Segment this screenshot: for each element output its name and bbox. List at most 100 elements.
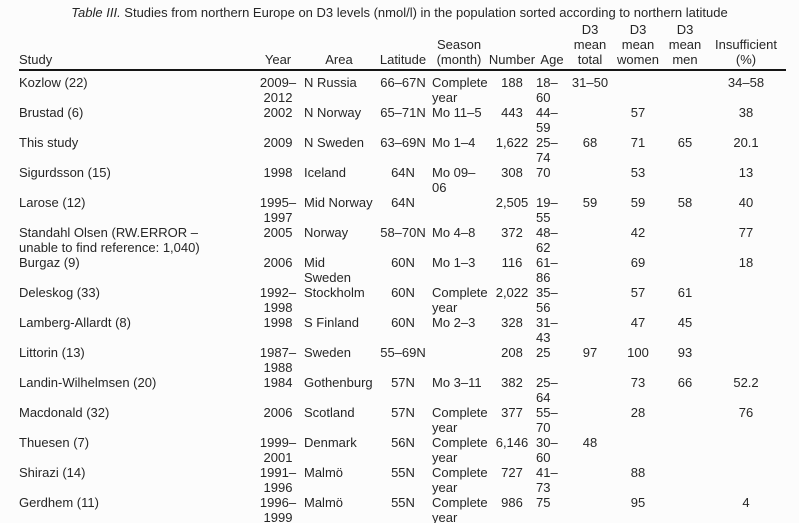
column-header-latitude: Latitude	[376, 22, 430, 71]
cell-number: 2,505	[495, 195, 529, 210]
column-header-season: Season (month)	[430, 22, 488, 71]
cell-men	[664, 70, 706, 105]
cell-year: 1995– 1997	[259, 195, 297, 225]
cell-number: 308	[501, 165, 523, 180]
column-header-d3-mean-total: D3 mean total	[568, 22, 612, 71]
cell-age: 25– 64	[536, 375, 558, 405]
cell-age: 30– 60	[536, 435, 558, 465]
cell-study: Deleskog (33)	[19, 285, 100, 300]
cell-number: 382	[501, 375, 523, 390]
cell-area: Scotland	[304, 405, 355, 420]
cell-men	[664, 465, 706, 495]
cell-men: 45	[677, 315, 693, 330]
cell-season: Complete year	[432, 285, 488, 315]
cell-age: 55– 70	[536, 405, 558, 435]
cell-season: Complete year	[432, 465, 488, 495]
cell-age: 44– 59	[536, 105, 558, 135]
cell-year: 1996– 1999	[259, 495, 297, 523]
cell-total	[568, 495, 612, 523]
cell-area: N Sweden	[304, 135, 364, 150]
cell-study: Lamberg-Allardt (8)	[19, 315, 131, 330]
column-header-study: Study	[19, 22, 254, 71]
cell-area: Sweden	[304, 345, 351, 360]
cell-men	[664, 405, 706, 435]
cell-women: 42	[630, 225, 646, 240]
table-header-row: Study Year Area Latitude Season (month) …	[19, 22, 786, 71]
cell-study: Burgaz (9)	[19, 255, 80, 270]
cell-men: 61	[677, 285, 693, 300]
cell-latitude: 60N	[391, 285, 415, 300]
table-row: Thuesen (7) 1999– 2001 Denmark 56N Complete …	[19, 435, 786, 465]
cell-latitude: 55N	[391, 495, 415, 510]
cell-total	[568, 225, 612, 255]
cell-area: Iceland	[304, 165, 346, 180]
cell-total	[568, 165, 612, 195]
cell-men: 93	[677, 345, 693, 360]
table-row: Shirazi (14) 1991– 1996 Malmö 55N Complete y…	[19, 465, 786, 495]
table-caption-number: Table III.	[71, 5, 121, 20]
table-row: Burgaz (9) 2006 Mid Sweden 60N Mo 1–3 116 61– …	[19, 255, 786, 285]
cell-year: 2006	[263, 405, 293, 420]
cell-women: 71	[630, 135, 646, 150]
cell-season: Complete year	[432, 435, 488, 465]
table-row: Deleskog (33) 1992– 1998 Stockholm 60N Compl…	[19, 285, 786, 315]
cell-age: 70	[536, 165, 551, 180]
cell-women: 88	[630, 465, 646, 480]
cell-age: 75	[536, 495, 551, 510]
cell-season: Mo 4–8	[432, 225, 476, 240]
cell-total	[568, 405, 612, 435]
cell-age: 35– 56	[536, 285, 558, 315]
cell-age: 41– 73	[536, 465, 558, 495]
cell-age: 18– 60	[536, 75, 558, 105]
cell-women: 47	[630, 315, 646, 330]
cell-number: 377	[501, 405, 523, 420]
cell-season: Mo 09– 06	[432, 165, 476, 195]
cell-study: Brustad (6)	[19, 105, 84, 120]
cell-year: 1992– 1998	[259, 285, 297, 315]
cell-number: 116	[501, 255, 523, 270]
cell-latitude: 55–69N	[380, 345, 426, 360]
cell-area: N Norway	[304, 105, 362, 120]
cell-men	[664, 435, 706, 465]
table-row: Littorin (13) 1987– 1988 Sweden 55–69N 208 25…	[19, 345, 786, 375]
cell-number: 6,146	[495, 435, 529, 450]
cell-total: 31–50	[571, 75, 609, 90]
cell-number: 443	[501, 105, 523, 120]
cell-women	[612, 70, 664, 105]
cell-insufficient: 18	[738, 255, 754, 270]
cell-study: Standahl Olsen (RW.ERROR – unable to fin…	[19, 225, 200, 255]
cell-women: 57	[630, 285, 646, 300]
cell-year: 2009	[263, 135, 293, 150]
cell-year: 1984	[263, 375, 293, 390]
cell-number: 328	[501, 315, 523, 330]
cell-year: 1998	[263, 315, 293, 330]
table-row: Landin-Wilhelmsen (20) 1984 Gothenburg 57N M…	[19, 375, 786, 405]
cell-year: 2005	[263, 225, 293, 240]
cell-number: 372	[501, 225, 523, 240]
cell-women: 59	[630, 195, 646, 210]
cell-latitude: 55N	[391, 465, 415, 480]
cell-total	[568, 375, 612, 405]
cell-men: 66	[677, 375, 693, 390]
cell-year: 2009– 2012	[259, 75, 297, 105]
cell-total: 97	[582, 345, 598, 360]
cell-latitude: 66–67N	[380, 75, 426, 90]
cell-study: Shirazi (14)	[19, 465, 86, 480]
cell-age: 25	[536, 345, 551, 360]
cell-men: 58	[677, 195, 693, 210]
table-row: This study 2009 N Sweden 63–69N Mo 1–4 1,622 2…	[19, 135, 786, 165]
cell-area: Mid Sweden	[304, 255, 351, 285]
cell-women	[612, 435, 664, 465]
cell-women: 57	[630, 105, 646, 120]
cell-age: 31– 43	[536, 315, 558, 345]
cell-latitude: 57N	[391, 375, 415, 390]
cell-year: 2006	[263, 255, 293, 270]
cell-insufficient	[706, 285, 786, 315]
table-row: Sigurdsson (15) 1998 Iceland 64N Mo 09– 06 30…	[19, 165, 786, 195]
column-header-year: Year	[254, 22, 302, 71]
cell-insufficient: 4	[742, 495, 750, 510]
cell-insufficient	[706, 465, 786, 495]
cell-men: 65	[677, 135, 693, 150]
cell-year: 2002	[263, 105, 293, 120]
